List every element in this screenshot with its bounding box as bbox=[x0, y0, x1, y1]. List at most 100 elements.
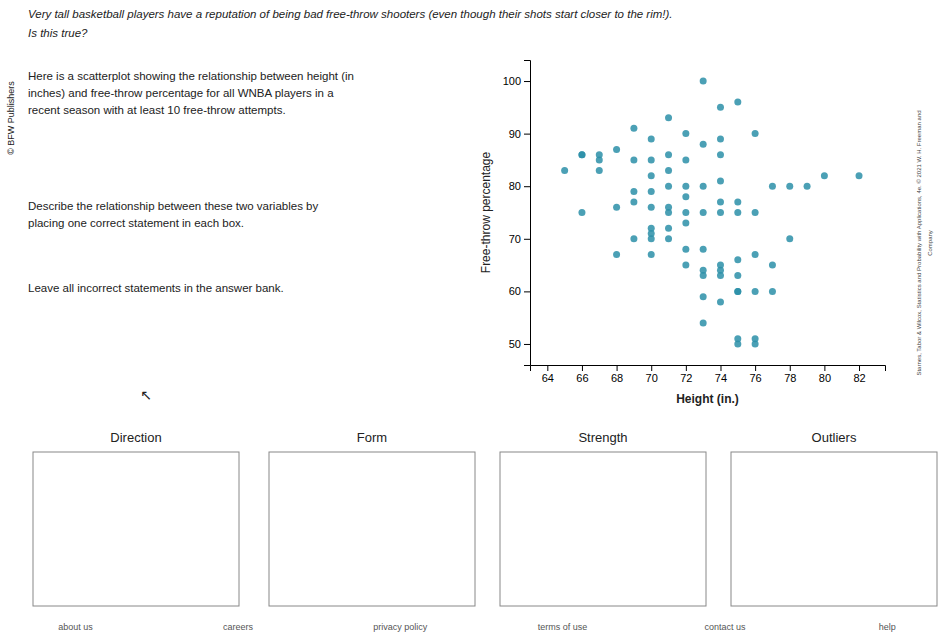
point bbox=[682, 183, 689, 190]
point bbox=[734, 335, 741, 342]
point bbox=[682, 156, 689, 163]
point bbox=[578, 209, 585, 216]
x-tick: 68 bbox=[611, 365, 623, 384]
point bbox=[786, 183, 793, 190]
point bbox=[734, 288, 741, 295]
point bbox=[682, 262, 689, 269]
answer-box bbox=[731, 452, 937, 606]
point bbox=[717, 262, 724, 269]
x-tick-label: 70 bbox=[646, 372, 658, 384]
x-tick-label: 76 bbox=[749, 372, 761, 384]
point bbox=[648, 188, 655, 195]
point bbox=[682, 209, 689, 216]
y-tick: 90 bbox=[509, 128, 530, 140]
point bbox=[648, 225, 655, 232]
point bbox=[682, 193, 689, 200]
x-tick-mark bbox=[720, 365, 721, 371]
paragraph-line: Leave all incorrect statements in the an… bbox=[28, 282, 284, 294]
point bbox=[752, 130, 759, 137]
y-tick: 50 bbox=[509, 338, 530, 350]
point bbox=[700, 267, 707, 274]
point bbox=[596, 167, 603, 174]
y-tick-mark bbox=[524, 186, 530, 187]
point bbox=[734, 198, 741, 205]
y-tick: 100 bbox=[503, 75, 530, 87]
x-tick-mark bbox=[686, 365, 687, 371]
point bbox=[734, 288, 741, 295]
point bbox=[665, 114, 672, 121]
side-credit: Company bbox=[927, 230, 933, 256]
point bbox=[786, 235, 793, 242]
point bbox=[734, 256, 741, 263]
point bbox=[596, 151, 603, 158]
answer-box bbox=[269, 452, 475, 606]
point bbox=[769, 183, 776, 190]
paragraph: Leave all incorrect statements in the an… bbox=[28, 282, 284, 294]
x-tick-mark bbox=[547, 365, 548, 371]
paragraph-line: placing one correct statement in each bo… bbox=[28, 217, 244, 229]
x-tick-label: 82 bbox=[853, 372, 865, 384]
point bbox=[700, 319, 707, 326]
x-tick: 70 bbox=[646, 365, 658, 384]
point bbox=[717, 198, 724, 205]
title: Very tall basketball players have a repu… bbox=[28, 8, 673, 20]
point bbox=[752, 209, 759, 216]
y-tick-label: 90 bbox=[509, 128, 521, 140]
answer-box bbox=[500, 452, 706, 606]
x-tick: 74 bbox=[715, 365, 727, 384]
point bbox=[700, 209, 707, 216]
publisher: © BFW Publishers bbox=[6, 81, 16, 155]
x-tick-label: 78 bbox=[784, 372, 796, 384]
point bbox=[648, 172, 655, 179]
y-tick: 80 bbox=[509, 180, 530, 192]
footer-item: contact us bbox=[704, 622, 746, 632]
point bbox=[648, 204, 655, 211]
subtitle: Is this true? bbox=[28, 27, 88, 39]
points bbox=[561, 78, 862, 348]
point bbox=[700, 183, 707, 190]
point bbox=[717, 151, 724, 158]
x-tick: 76 bbox=[749, 365, 761, 384]
box-label: Direction bbox=[110, 430, 161, 445]
x-tick-mark bbox=[617, 365, 618, 371]
point bbox=[665, 167, 672, 174]
point bbox=[630, 125, 637, 132]
x-tick-label: 64 bbox=[542, 372, 554, 384]
x-tick-mark bbox=[790, 365, 791, 371]
point bbox=[613, 146, 620, 153]
point bbox=[665, 151, 672, 158]
point bbox=[700, 246, 707, 253]
y-tick-label: 70 bbox=[509, 233, 521, 245]
point bbox=[752, 335, 759, 342]
footer-item: privacy policy bbox=[373, 622, 428, 632]
point bbox=[769, 288, 776, 295]
box-label: Outliers bbox=[812, 430, 857, 445]
x-tick-mark bbox=[582, 365, 583, 371]
y-tick: 70 bbox=[509, 233, 530, 245]
x-tick-label: 68 bbox=[611, 372, 623, 384]
point bbox=[734, 272, 741, 279]
y-tick-mark bbox=[524, 344, 530, 345]
x-tick: 80 bbox=[819, 365, 831, 384]
paragraph: Here is a scatterplot showing the relati… bbox=[28, 70, 354, 116]
page: Very tall basketball players have a repu… bbox=[0, 0, 944, 640]
footer-item: help bbox=[879, 622, 896, 632]
x-axis-title: Height (in.) bbox=[676, 392, 739, 406]
point bbox=[717, 135, 724, 142]
point bbox=[665, 183, 672, 190]
point bbox=[717, 298, 724, 305]
point bbox=[561, 167, 568, 174]
x-axis-line bbox=[531, 366, 886, 372]
paragraph-line: Here is a scatterplot showing the relati… bbox=[28, 70, 354, 82]
paragraph-line: recent season with at least 10 free-thro… bbox=[28, 104, 286, 116]
x-axis: 64666870727476788082 bbox=[531, 365, 886, 384]
x-tick-mark bbox=[859, 365, 860, 371]
y-axis-line bbox=[524, 61, 531, 366]
y-tick-label: 100 bbox=[503, 75, 521, 87]
point bbox=[630, 156, 637, 163]
point bbox=[613, 251, 620, 258]
y-tick-label: 80 bbox=[509, 180, 521, 192]
point bbox=[665, 204, 672, 211]
point bbox=[665, 225, 672, 232]
point bbox=[717, 177, 724, 184]
